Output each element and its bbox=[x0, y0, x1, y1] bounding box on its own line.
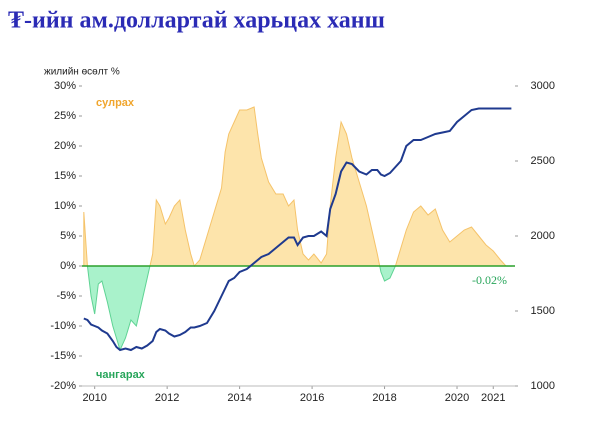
y2-tick-label: 1500 bbox=[531, 305, 555, 317]
y-tick-label: -5% bbox=[56, 290, 76, 302]
y2-tick-label: 1000 bbox=[531, 380, 555, 392]
y-tick-label: 10% bbox=[54, 200, 76, 212]
y-tick-label: 25% bbox=[54, 110, 76, 122]
annotation: чангарах bbox=[96, 369, 146, 381]
y2-tick-label: 3000 bbox=[531, 80, 555, 92]
y-axis-label: жилийн өсөлт % bbox=[44, 67, 120, 78]
y-tick-label: 20% bbox=[54, 140, 76, 152]
area-negative bbox=[83, 266, 512, 352]
y2-tick-label: 2000 bbox=[531, 230, 555, 242]
x-tick-label: 2014 bbox=[227, 392, 251, 404]
y-tick-label: 15% bbox=[54, 170, 76, 182]
x-tick-label: 2018 bbox=[372, 392, 396, 404]
annotation: -0.02% bbox=[472, 273, 507, 287]
y-tick-label: -15% bbox=[50, 350, 76, 362]
x-tick-label: 2021 bbox=[481, 392, 505, 404]
y-tick-label: -20% bbox=[50, 380, 76, 392]
y-tick-label: 30% bbox=[54, 80, 76, 92]
y2-tick-label: 2500 bbox=[531, 155, 555, 167]
y-tick-label: 5% bbox=[60, 230, 76, 242]
y-tick-label: 0% bbox=[60, 260, 76, 272]
x-tick-label: 2012 bbox=[155, 392, 179, 404]
chart-title: ₮-ийн ам.доллартай харьцах ханш bbox=[8, 8, 385, 34]
x-tick-label: 2016 bbox=[300, 392, 324, 404]
annotation: сулрах bbox=[96, 97, 135, 109]
area-positive bbox=[83, 106, 512, 266]
y-tick-label: -10% bbox=[50, 320, 76, 332]
rate-line bbox=[83, 107, 512, 352]
x-tick-label: 2020 bbox=[445, 392, 469, 404]
x-tick-label: 2010 bbox=[82, 392, 106, 404]
